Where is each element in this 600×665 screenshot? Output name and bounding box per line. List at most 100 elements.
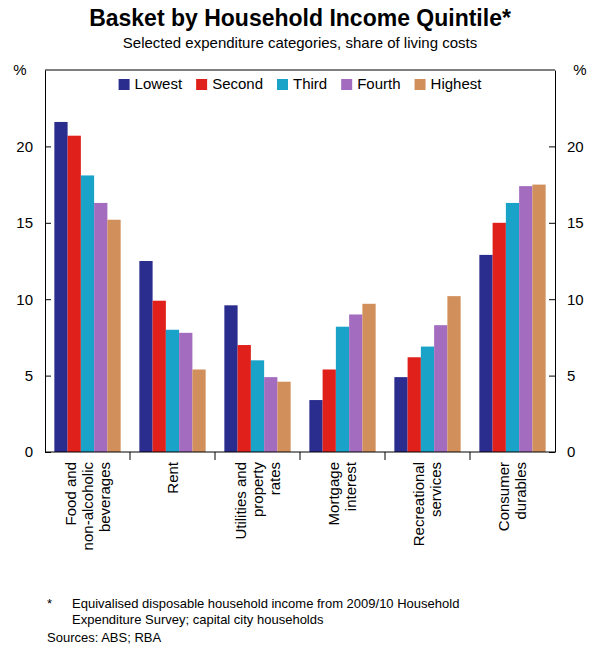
- bar: [238, 345, 251, 452]
- tick: 5: [25, 367, 51, 384]
- bar: [506, 203, 519, 452]
- footnote: Equivalised disposable household income …: [72, 596, 459, 627]
- category-separator: [130, 452, 131, 460]
- x-tick-label-line: interest: [342, 461, 359, 511]
- bar-series: [54, 122, 492, 452]
- tick-label: 20: [16, 138, 33, 155]
- tick-label: 0: [25, 443, 33, 460]
- legend-item: Third: [277, 75, 327, 92]
- axis-line: [45, 71, 46, 453]
- bar: [362, 304, 375, 452]
- bar: [532, 185, 545, 452]
- bar: [394, 377, 407, 452]
- legend-swatch: [341, 79, 352, 90]
- x-tick-label-line: Utilities and: [232, 462, 249, 540]
- tick-label: 0: [567, 443, 575, 460]
- x-tick-label: Recreationalservices: [410, 462, 444, 546]
- bar-series: [94, 186, 532, 452]
- x-tick-label-line: Recreational: [410, 462, 427, 546]
- tick-mark: [45, 376, 51, 377]
- legend-label: Highest: [431, 75, 483, 92]
- bar: [81, 175, 94, 452]
- footnote-line: Expenditure Survey; capital city househo…: [72, 612, 324, 627]
- category-separator: [215, 452, 216, 460]
- axis-line: [555, 71, 556, 453]
- legend-swatch: [196, 79, 207, 90]
- bar: [309, 400, 322, 452]
- tick-mark: [549, 223, 555, 224]
- x-tick-label: Rent: [164, 461, 181, 494]
- tick-label: 15: [16, 214, 33, 231]
- tick-mark: [45, 299, 51, 300]
- title: Basket by Household Income Quintile*: [89, 5, 511, 31]
- legend-item: Lowest: [119, 75, 183, 92]
- tick-mark: [549, 299, 555, 300]
- bar-series: [68, 136, 506, 452]
- tick-label: 10: [16, 291, 33, 308]
- frame-top: [45, 70, 555, 71]
- bar: [166, 330, 179, 452]
- bar: [336, 327, 349, 452]
- bar: [153, 301, 166, 452]
- x-tick-labels: Food andnon-alcoholicbeveragesRentUtilit…: [62, 461, 530, 550]
- category-separators: [130, 452, 470, 460]
- bar: [479, 255, 492, 452]
- tick-mark: [549, 146, 555, 147]
- legend-swatch: [415, 79, 426, 90]
- legend: Lowest Second Third Fourth Highest: [119, 75, 483, 92]
- bar: [408, 357, 421, 452]
- bar: [179, 333, 192, 452]
- legend-label: Second: [212, 75, 263, 92]
- bar: [94, 203, 107, 452]
- bar: [54, 122, 67, 452]
- x-tick-label: Mortgageinterest: [325, 461, 359, 525]
- legend-label: Fourth: [357, 75, 400, 92]
- bar: [349, 314, 362, 452]
- tick-label: 5: [567, 367, 575, 384]
- tick: 5: [549, 367, 575, 384]
- x-tick-label: Utilities andpropertyrates: [232, 462, 283, 540]
- bar: [68, 136, 81, 452]
- category-separator: [300, 452, 301, 460]
- y-label-left: %: [13, 61, 26, 78]
- legend-label: Third: [293, 75, 327, 92]
- tick-label: 15: [567, 214, 584, 231]
- category-separator: [385, 452, 386, 460]
- bar: [447, 296, 460, 452]
- bar: [139, 261, 152, 452]
- tick-label: 10: [567, 291, 584, 308]
- legend-item: Fourth: [341, 75, 400, 92]
- chart: Basket by Household Income Quintile* Sele…: [0, 0, 600, 665]
- tick-label: 20: [567, 138, 584, 155]
- x-tick-label-line: durables: [512, 462, 529, 520]
- legend-item: Second: [196, 75, 263, 92]
- bar: [493, 223, 506, 452]
- legend-item: Highest: [415, 75, 483, 92]
- y-axis-right: 0 5 10 15 20: [549, 71, 584, 461]
- bar: [264, 377, 277, 452]
- tick: 15: [549, 214, 584, 231]
- legend-swatch: [277, 79, 288, 90]
- tick: 20: [16, 138, 51, 155]
- y-label-right: %: [573, 61, 586, 78]
- x-tick-label-line: Rent: [164, 461, 181, 494]
- bar: [277, 382, 290, 452]
- subtitle: Selected expenditure categories, share o…: [123, 34, 477, 51]
- x-tick-label-line: rates: [266, 462, 283, 495]
- x-tick-label-line: non-alcoholic: [79, 462, 96, 551]
- category-separator: [470, 452, 471, 460]
- y-axis-left: 0 5 10 15 20: [16, 71, 51, 461]
- bar: [519, 186, 532, 452]
- tick: 10: [549, 291, 584, 308]
- tick: 15: [16, 214, 51, 231]
- x-tick-label-line: Food and: [62, 462, 79, 525]
- tick-mark: [549, 376, 555, 377]
- bar: [107, 220, 120, 452]
- legend-swatch: [119, 79, 130, 90]
- x-tick-label-line: services: [427, 462, 444, 517]
- bar-series: [107, 185, 545, 452]
- tick: 20: [549, 138, 584, 155]
- tick-mark: [45, 223, 51, 224]
- bar: [251, 360, 264, 452]
- footnote-mark: *: [47, 596, 52, 611]
